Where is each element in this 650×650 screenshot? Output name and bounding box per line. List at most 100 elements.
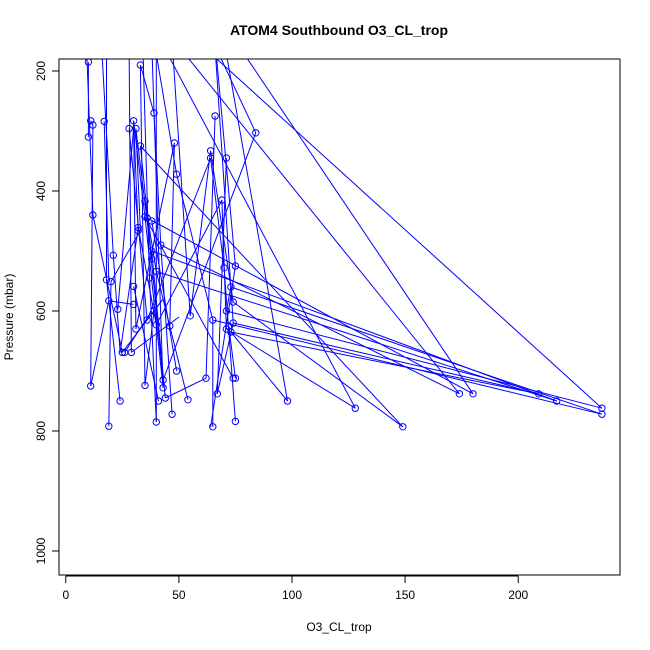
series-line-segment — [146, 217, 474, 395]
data-point — [231, 262, 240, 270]
series-line-segment — [215, 59, 234, 324]
x-tick-label: 200 — [508, 588, 528, 602]
data-point — [150, 307, 158, 315]
series-line-segment — [90, 120, 94, 126]
data-point — [136, 61, 145, 69]
data-point — [136, 142, 145, 150]
data-point — [222, 154, 231, 162]
data-point — [159, 384, 167, 392]
data-point — [132, 325, 140, 333]
data-point — [469, 390, 477, 398]
y-tick-label: 400 — [34, 181, 48, 201]
data-point — [127, 348, 136, 357]
series-line-segment — [210, 265, 236, 427]
series-line-segment — [140, 145, 404, 428]
series-line-segment — [139, 64, 146, 386]
data-point — [109, 251, 118, 259]
data-point — [84, 59, 93, 66]
data-point — [157, 241, 165, 249]
x-axis: 0 50 100 150 200 — [62, 575, 529, 602]
data-point — [87, 117, 95, 125]
data-point — [168, 410, 176, 418]
data-point — [152, 267, 161, 276]
data-point — [206, 154, 215, 162]
data-point — [184, 396, 192, 404]
data-point — [231, 374, 240, 382]
data-point — [227, 328, 235, 336]
data-point — [152, 418, 161, 426]
data-point — [227, 283, 235, 291]
series-line-segment — [92, 214, 123, 353]
series-line-segment — [230, 331, 288, 402]
series-line-segment — [246, 59, 474, 395]
series-line-segment — [90, 300, 110, 387]
series-line-segment — [220, 59, 257, 134]
series-line-segment — [226, 59, 288, 402]
x-tick-label: 150 — [395, 588, 415, 602]
series-line-segment — [142, 59, 150, 279]
series-lines — [86, 59, 603, 428]
data-point — [105, 297, 113, 305]
data-point — [213, 390, 222, 398]
data-point — [598, 410, 606, 418]
data-point — [152, 321, 161, 329]
data-point — [206, 147, 215, 155]
series-line-segment — [108, 300, 134, 305]
data-point — [186, 312, 194, 320]
series-line-segment — [117, 128, 135, 310]
data-point — [252, 129, 260, 137]
series-line-segment — [205, 115, 216, 379]
data-point — [154, 397, 163, 405]
series-line-segment — [162, 132, 257, 381]
data-point — [99, 50, 105, 56]
series-line-segment — [165, 377, 207, 399]
y-tick-label: 600 — [34, 301, 48, 321]
series-line-segment — [160, 244, 460, 395]
data-point — [172, 170, 181, 178]
series-line-segment — [225, 286, 232, 312]
series-line-segment — [135, 128, 141, 231]
data-point — [148, 217, 156, 225]
data-point — [229, 319, 237, 327]
data-point — [116, 397, 124, 405]
series-line-segment — [110, 230, 141, 282]
series-line-segment — [172, 59, 191, 316]
data-point — [222, 307, 231, 315]
data-point — [84, 133, 93, 141]
series-line-segment — [133, 120, 146, 217]
series-line-segment — [112, 255, 121, 353]
data-point — [132, 124, 140, 133]
data-point — [229, 374, 237, 382]
x-axis-title: O3_CL_trop — [306, 620, 372, 634]
series-line-segment — [230, 331, 539, 395]
data-point — [283, 397, 292, 405]
y-axis: 200 400 600 800 1000 — [34, 61, 60, 564]
data-point — [134, 226, 142, 235]
x-tick-label: 50 — [172, 588, 186, 602]
y-tick-label: 800 — [34, 421, 48, 441]
data-point — [134, 223, 142, 232]
series-line-segment — [106, 279, 121, 402]
series-line-segment — [90, 124, 94, 387]
data-point — [399, 423, 407, 431]
data-point — [89, 211, 97, 219]
data-point — [105, 422, 113, 430]
data-point — [140, 38, 146, 44]
data-point — [83, 32, 89, 38]
data-point — [351, 404, 359, 412]
data-point — [153, 51, 159, 57]
series-line-segment — [216, 59, 236, 267]
data-point — [107, 277, 115, 286]
data-point — [220, 264, 228, 272]
series-line-segment — [128, 59, 132, 353]
series-line-segment — [169, 59, 356, 409]
data-point — [231, 417, 240, 426]
data-point — [118, 348, 127, 357]
data-point — [89, 121, 97, 129]
y-axis-title: Pressure (mbar) — [2, 274, 16, 361]
data-point — [129, 282, 138, 291]
data-point — [455, 390, 464, 398]
data-point — [159, 376, 167, 384]
